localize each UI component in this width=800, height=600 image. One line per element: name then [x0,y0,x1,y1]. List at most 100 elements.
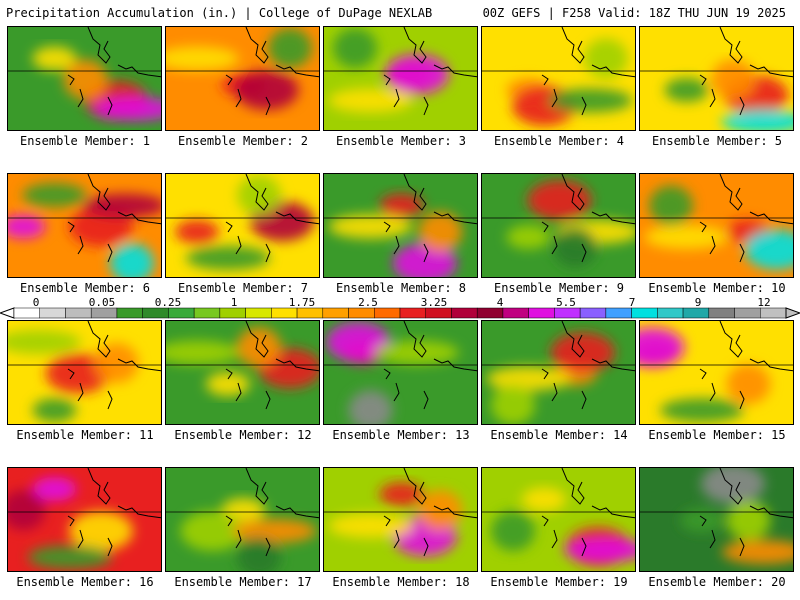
ensemble-member-map [323,173,478,278]
colorbar-swatch [708,307,735,319]
coastline [383,321,477,410]
colorbar-swatch [425,307,452,319]
coastline [383,174,477,263]
colorbar-swatch [528,307,555,319]
precip-area [180,511,245,551]
colorbar-tick-label: 1.75 [288,296,316,309]
precip-area [680,508,724,533]
precip-field [166,174,319,270]
coastline [383,468,477,557]
colorbar-tick-label: 0.25 [154,296,182,309]
coastline [699,468,793,557]
ensemble-member-caption: Ensemble Member: 15 [648,428,786,442]
precip-area [584,38,628,79]
precip-area [32,398,77,423]
precip-area [237,175,281,215]
colorbar-left-arrow [0,307,15,319]
precip-field [324,174,477,277]
precip-area [8,330,81,354]
ensemble-member-caption: Ensemble Member: 6 [19,281,151,295]
precip-field [166,27,319,116]
colorbar-swatch [271,307,298,319]
ensemble-member-caption: Ensemble Member: 2 [177,134,309,148]
coastline [225,321,319,410]
ensemble-member-caption: Ensemble Member: 3 [335,134,467,148]
ensemble-member-caption: Ensemble Member: 5 [651,134,783,148]
ensemble-member-map [481,26,636,131]
ensemble-member-caption: Ensemble Member: 14 [490,428,628,442]
precip-area [522,487,566,512]
colorbar-tick-label: 0.05 [88,296,116,309]
ensemble-member-caption: Ensemble Member: 17 [174,575,312,589]
precip-area [379,193,424,218]
precip-area [232,519,317,543]
precip-area [8,214,46,239]
precip-area [328,214,413,239]
precip-area [93,96,161,121]
colorbar-swatch [476,307,504,319]
precip-area [110,243,154,277]
ensemble-member-map [639,467,794,572]
coastline [67,321,161,410]
precip-field [640,321,793,423]
colorbar-swatch [682,307,710,319]
precip-field [640,174,793,270]
precip-area [379,482,424,507]
coastline [383,27,477,116]
precip-field [482,174,635,268]
run-info: 00Z GEFS | F258 Valid: 18Z THU JUN 19 20… [482,6,786,20]
colorbar-tick-label: 5.5 [556,296,576,309]
coastline [699,27,793,116]
coastline [699,174,793,263]
coastline [541,321,635,410]
colorbar-tick-label: 1 [230,296,238,309]
precip-area [491,385,535,424]
precip-field [166,321,319,410]
precip-field [640,468,793,564]
colorbar-swatch [13,307,40,319]
precip-area [32,477,77,501]
colorbar-tick-label: 7 [628,296,636,309]
precip-area [491,511,535,551]
ensemble-member-map [481,320,636,425]
ensemble-member-map [7,26,162,131]
coastline [225,174,319,263]
precip-area [548,88,633,113]
ensemble-member-caption: Ensemble Member: 12 [174,428,312,442]
colorbar-swatch [451,307,478,319]
precip-area [418,211,463,252]
colorbar-labels: 0 0.05 0.25 1 1.75 2.5 3.25 4 5.5 7 9 12 [0,296,800,309]
precip-area [166,46,239,71]
precip-area [640,327,685,368]
ensemble-member-map [165,173,320,278]
colorbar-swatch [116,307,143,319]
precip-field [8,468,161,570]
colorbar-swatch [760,307,787,319]
precip-area [722,540,793,564]
colorbar-swatch [348,307,375,319]
colorbar-tick-label: 0 [32,296,40,309]
precip-field [324,27,477,116]
coastline [67,468,161,557]
precip-area [328,513,413,538]
ensemble-member-caption: Ensemble Member: 7 [177,281,309,295]
precip-field [640,27,793,130]
precip-area [206,372,250,396]
precip-area [268,28,312,68]
ensemble-member-caption: Ensemble Member: 8 [335,281,467,295]
precip-field [166,468,319,571]
ensemble-member-caption: Ensemble Member: 11 [16,428,154,442]
coastline [67,174,161,263]
ensemble-member-map [323,26,478,131]
ensemble-member-map [639,320,794,425]
precip-area [644,225,729,249]
colorbar-swatch [657,307,684,319]
colorbar-swatch [734,307,761,319]
precip-area [328,88,413,113]
precip-area [348,390,393,424]
ensemble-member-map [639,26,794,131]
ensemble-member-map [481,173,636,278]
colorbar-swatch [39,307,66,319]
colorbar-swatch [142,307,169,319]
map-title: Precipitation Accumulation (in.) | Colle… [6,6,433,20]
